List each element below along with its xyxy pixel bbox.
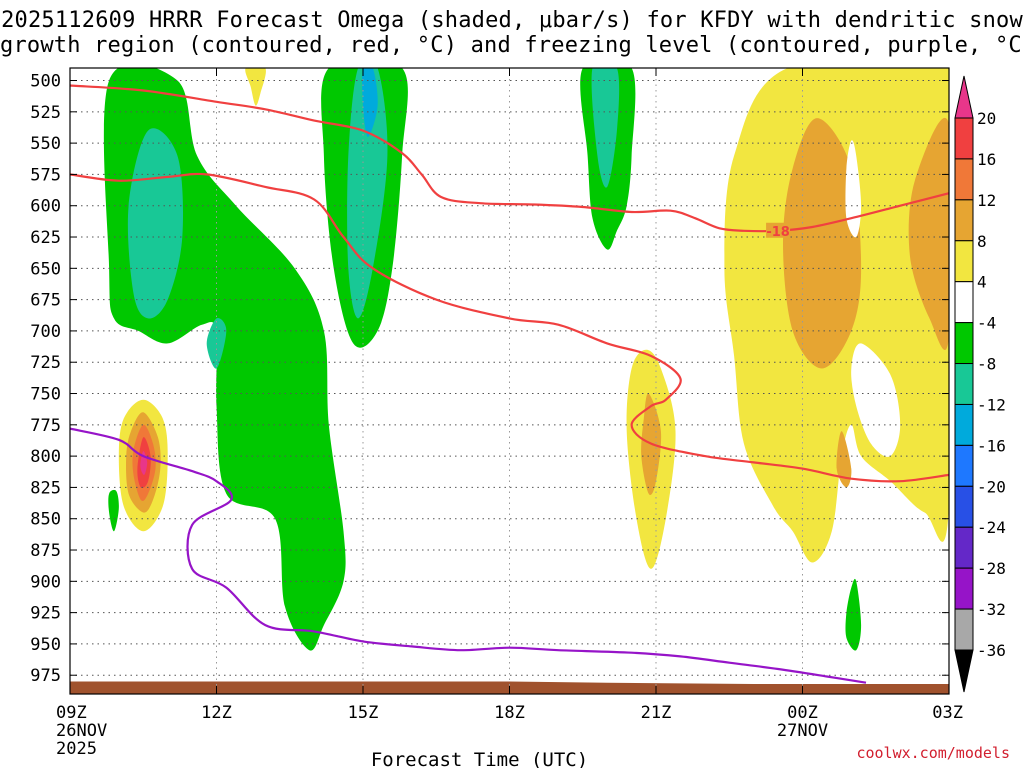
y-tick-label: 650 [30,259,61,279]
y-tick-label: 850 [30,510,61,530]
y-tick-label: 950 [30,635,61,655]
x-tick-label: 12Z [201,703,232,723]
y-tick-label: 500 [30,72,61,92]
colorbar-label: 16 [977,150,996,169]
omega-region-15 [908,117,949,350]
colorbar-label: -16 [977,436,1006,455]
omega-region-3 [108,489,119,532]
gridlines [69,68,950,694]
omega-region-7 [591,68,620,188]
credit-link[interactable]: coolwx.com/models [856,744,1010,762]
colorbar-swatch-5 [954,281,974,324]
y-tick-label: 675 [30,291,61,311]
y-tick-label: 575 [30,165,61,185]
omega-region-11 [245,68,266,106]
x-tick-label: 18Z [494,703,525,723]
omega-region-4 [845,578,862,651]
contour-lines [70,84,949,684]
y-tick-label: 700 [30,322,61,342]
freezing-level-contour [70,427,867,684]
colorbar-swatch-2 [954,158,974,201]
y-tick-label: 550 [30,134,61,154]
x-tick-year-label: 2025 [56,739,97,759]
colorbar-label: -8 [977,355,996,374]
colorbar-label: -20 [977,477,1006,496]
colorbar-label: -4 [977,314,996,333]
y-tick-label: 775 [30,416,61,436]
omega-region-9 [362,68,378,137]
y-tick-label: 975 [30,666,61,686]
x-tick-date-label: 27NOV [777,721,828,741]
colorbar-swatch-1 [954,117,974,160]
colorbar-label: 8 [977,232,987,251]
colorbar-swatch-10 [954,485,974,528]
x-tick-label: 21Z [641,703,672,723]
y-axis: 500 525 550 575 600 625 650 675 700 725 750 775 800 8… [30,72,949,686]
colorbar-label: -12 [977,395,1006,414]
x-tick-date-label: 26NOV [56,721,107,741]
colorbar-label: 20 [977,109,996,128]
x-tick-label: 00Z [787,703,818,723]
contour-label-bg [766,222,791,238]
omega-region-22 [845,140,862,238]
colorbar-label: -36 [977,641,1006,660]
colorbar-label: -32 [977,600,1006,619]
chart-title-line-1: 2025112609 HRRR Forecast Omega (shaded, … [1,8,1023,33]
y-tick-label: 625 [30,228,61,248]
y-tick-label: 725 [30,353,61,373]
chart-title-line-2: growth region (contoured, red, °C) and f… [0,33,1024,58]
x-tick-label: 15Z [348,703,379,723]
colorbar-label: -28 [977,559,1006,578]
colorbar: 20 16 12 8 4 -4 -8 -12 -16 -20 -24 -28 -32 -36 [954,75,1006,693]
x-axis-label: Forecast Time (UTC) [371,749,588,768]
colorbar-swatch-11 [954,526,974,569]
y-tick-label: 750 [30,385,61,405]
colorbar-swatch-13 [954,608,974,651]
x-tick-label: 03Z [932,703,963,723]
colorbar-swatch-7 [954,363,974,405]
y-tick-label: 825 [30,478,61,498]
omega-region-16 [836,431,852,488]
colorbar-swatch-12 [954,567,974,610]
colorbar-label: 12 [977,191,996,210]
y-tick-label: 600 [30,197,61,217]
colorbar-label: 4 [977,273,987,292]
dgz-contour--18 [70,84,949,233]
colorbar-swatch-4 [954,240,974,283]
colorbar-swatch-9 [954,444,974,487]
y-tick-label: 800 [30,447,61,467]
y-tick-label: 875 [30,541,61,561]
y-tick-label: 900 [30,572,61,592]
omega-region-23 [851,343,901,457]
dgz-contour--12 [70,172,949,483]
contour-label-value: -18 [766,225,790,240]
colorbar-swatch-3 [954,199,974,242]
colorbar-bottom-arrow [954,649,974,693]
x-tick-label: 09Z [56,703,87,723]
colorbar-swatch-8 [954,403,974,446]
y-tick-label: 525 [30,103,61,123]
colorbar-label: -24 [977,518,1006,537]
y-tick-label: 925 [30,604,61,624]
colorbar-swatch-6 [954,322,974,365]
colorbar-top-arrow [954,75,974,119]
